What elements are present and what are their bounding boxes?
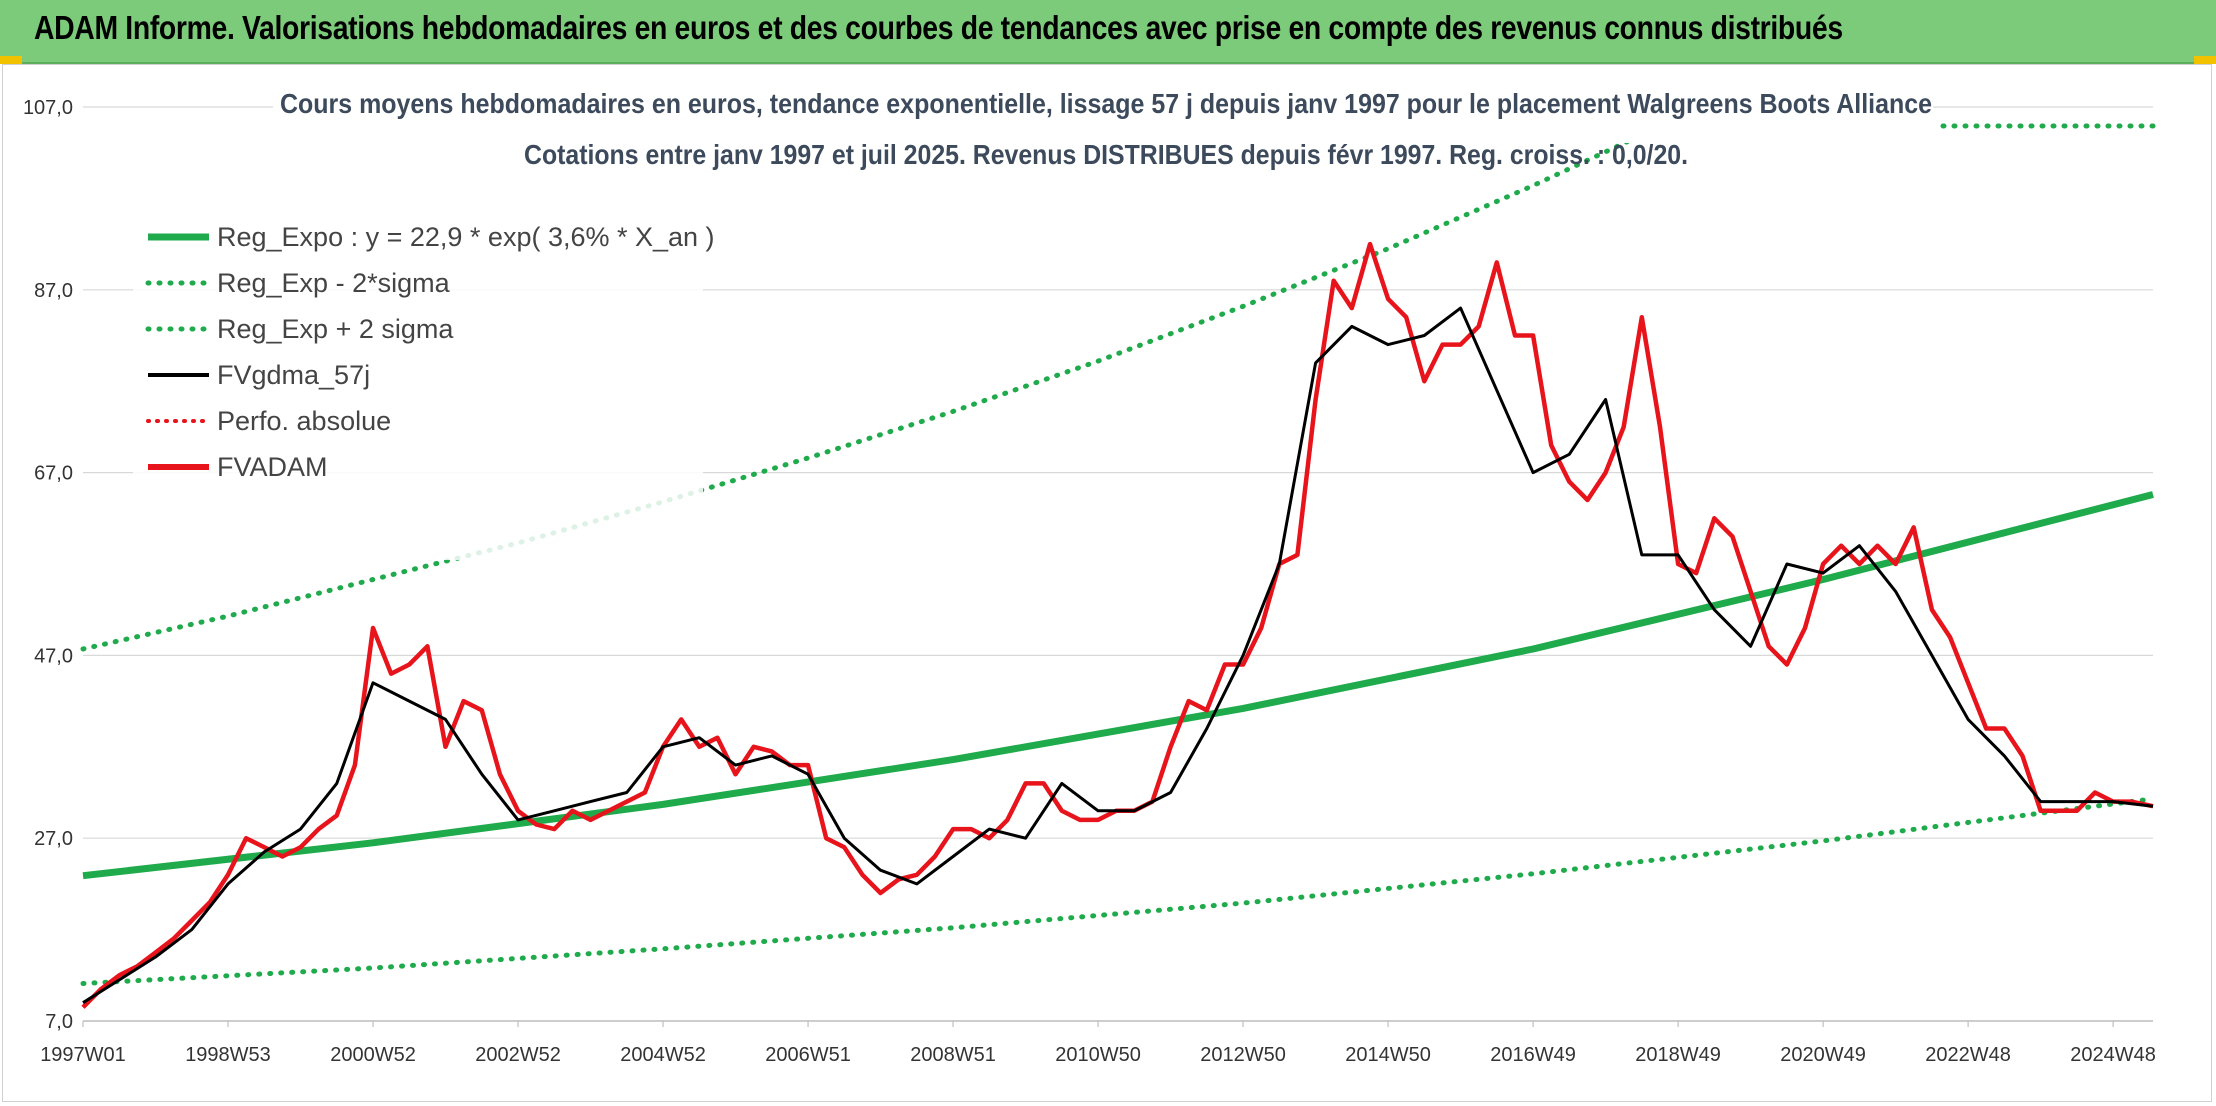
legend-backdrop — [133, 215, 703, 560]
x-tick-label: 2006W51 — [765, 1044, 851, 1066]
chart-titles: Cours moyens hebdomadaires en euros, ten… — [273, 65, 1933, 170]
legend-label-smooth: FVgdma_57j — [217, 360, 370, 390]
report-title: ADAM Informe. Valorisations hebdomadaire… — [34, 9, 1843, 46]
legend-label-fvadam: FVADAM — [217, 452, 328, 482]
chart-svg: 7,0 27,0 47,0 67,0 87,0 107,0 1997W01 1998W53 20… — [23, 65, 2156, 1066]
y-tick-label: 47,0 — [34, 645, 73, 667]
x-tick-label: 2016W49 — [1490, 1044, 1576, 1066]
chart-subtitle: Cotations entre janv 1997 et juil 2025. … — [524, 139, 1688, 170]
legend-label-high: Reg_Exp + 2 sigma — [217, 314, 454, 344]
chart-title: Cours moyens hebdomadaires en euros, ten… — [280, 88, 1932, 119]
series-line-low — [80, 796, 2156, 986]
x-tick-label: 2002W52 — [475, 1044, 561, 1066]
series-line-high — [80, 115, 1681, 652]
y-tick-label: 7,0 — [45, 1011, 73, 1033]
x-tick-label: 2000W52 — [330, 1044, 416, 1066]
legend-label-reg: Reg_Expo : y = 22,9 * exp( 3,6% * X_an ) — [217, 222, 715, 252]
report-header: ADAM Informe. Valorisations hebdomadaire… — [0, 0, 2216, 64]
x-tick-label: 2022W48 — [1925, 1044, 2011, 1066]
x-tick-label: 2004W52 — [620, 1044, 706, 1066]
y-tick-label: 107,0 — [23, 97, 73, 119]
chart-area: 7,0 27,0 47,0 67,0 87,0 107,0 1997W01 1998W53 20… — [2, 64, 2212, 1102]
x-tick-label: 1997W01 — [40, 1044, 126, 1066]
legend-label-low: Reg_Exp - 2*sigma — [217, 268, 451, 298]
axes: 7,0 27,0 47,0 67,0 87,0 107,0 1997W01 1998W53 20… — [23, 97, 2156, 1066]
x-tick-label: 2008W51 — [910, 1044, 996, 1066]
legend: Reg_Expo : y = 22,9 * exp( 3,6% * X_an )… — [133, 215, 715, 560]
series-line-smooth — [82, 306, 2154, 1004]
y-tick-label: 87,0 — [34, 280, 73, 302]
x-tick-label: 2018W49 — [1635, 1044, 1721, 1066]
corner-marker-right — [2194, 56, 2216, 64]
x-tick-label: 2012W50 — [1200, 1044, 1286, 1066]
title-backdrop — [273, 65, 1933, 143]
x-tick-label: 2014W50 — [1345, 1044, 1431, 1066]
y-tick-label: 67,0 — [34, 463, 73, 485]
x-tick-label: 1998W53 — [185, 1044, 271, 1066]
x-tick-label: 2010W50 — [1055, 1044, 1141, 1066]
corner-marker-left — [0, 56, 22, 64]
legend-label-perfo: Perfo. absolue — [217, 406, 391, 436]
x-tick-label: 2024W48 — [2070, 1044, 2156, 1066]
x-tick-label: 2020W49 — [1780, 1044, 1866, 1066]
series-lines — [80, 115, 2156, 1009]
y-tick-label: 27,0 — [34, 828, 73, 850]
